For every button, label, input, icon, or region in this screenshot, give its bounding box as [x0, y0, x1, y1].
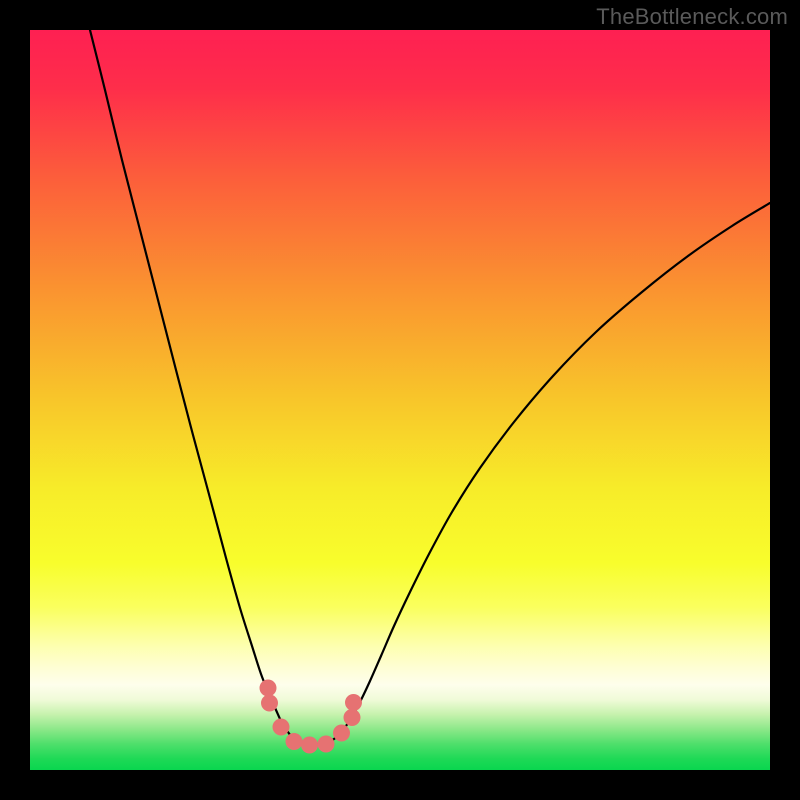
marker-dot [260, 680, 277, 697]
marker-dot [273, 719, 290, 736]
plot-svg [0, 0, 800, 800]
marker-dot [345, 694, 362, 711]
marker-dot [333, 725, 350, 742]
marker-dot [301, 737, 318, 754]
marker-dot [344, 709, 361, 726]
marker-dot [286, 733, 303, 750]
marker-dot [318, 736, 335, 753]
stage: TheBottleneck.com [0, 0, 800, 800]
gradient-background [30, 30, 770, 770]
watermark-text: TheBottleneck.com [596, 4, 788, 30]
marker-dot [261, 695, 278, 712]
